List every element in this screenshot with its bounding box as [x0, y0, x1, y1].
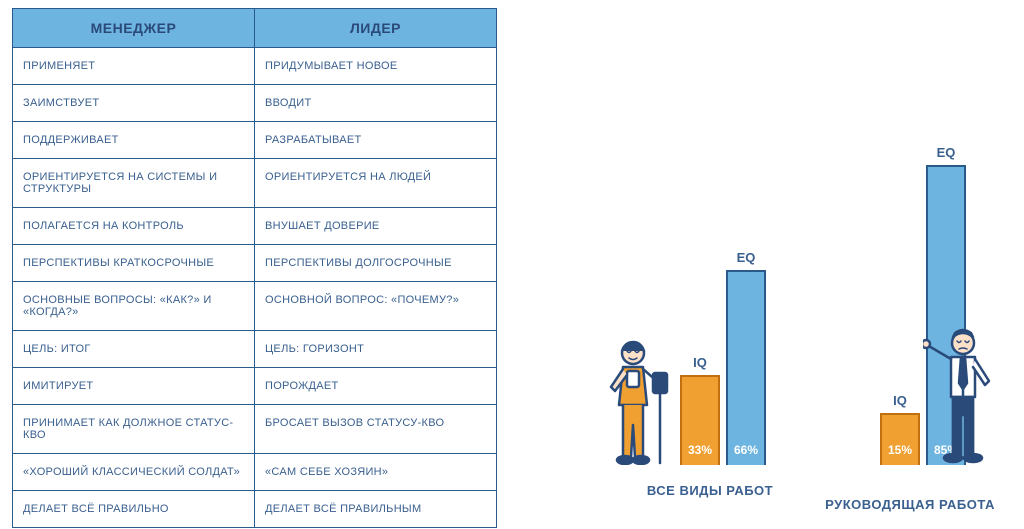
- table-row: ЗАИМСТВУЕТВВОДИТ: [13, 84, 496, 121]
- cell-leader: ПЕРСПЕКТИВЫ ДОЛГОСРОЧНЫЕ: [255, 245, 496, 281]
- bar-value-eq: 66%: [728, 443, 764, 457]
- cell-manager: ПОДДЕРЖИВАЕТ: [13, 122, 255, 158]
- cell-manager: «ХОРОШИЙ КЛАССИЧЕСКИЙ СОЛДАТ»: [13, 454, 255, 490]
- cell-leader: ВНУШАЕТ ДОВЕРИЕ: [255, 208, 496, 244]
- bar-iq-leadership: IQ 15%: [880, 413, 920, 465]
- bar-value-iq: 15%: [882, 443, 918, 457]
- caption-all-work: ВСЕ ВИДЫ РАБОТ: [625, 483, 795, 500]
- cell-leader: ЦЕЛЬ: ГОРИЗОНТ: [255, 331, 496, 367]
- table-header-leader: ЛИДЕР: [255, 9, 496, 47]
- iq-eq-chart: IQ 33% EQ 66% ВСЕ ВИДЫ РАБОТ IQ 15% EQ 8…: [585, 70, 1015, 520]
- cell-manager: ОРИЕНТИРУЕТСЯ НА СИСТЕМЫ И СТРУКТУРЫ: [13, 159, 255, 207]
- table-row: ОРИЕНТИРУЕТСЯ НА СИСТЕМЫ И СТРУКТУРЫОРИЕ…: [13, 158, 496, 207]
- table-row: ОСНОВНЫЕ ВОПРОСЫ: «КАК?» И «КОГДА?»ОСНОВ…: [13, 281, 496, 330]
- bar-label-eq: EQ: [728, 250, 764, 265]
- cell-manager: ПРИНИМАЕТ КАК ДОЛЖНОЕ СТАТУС-КВО: [13, 405, 255, 453]
- table-row: ПРИМЕНЯЕТПРИДУМЫВАЕТ НОВОЕ: [13, 47, 496, 84]
- table-row: ИМИТИРУЕТПОРОЖДАЕТ: [13, 367, 496, 404]
- cell-leader: «САМ СЕБЕ ХОЗЯИН»: [255, 454, 496, 490]
- bar-value-iq: 33%: [682, 443, 718, 457]
- table-row: «ХОРОШИЙ КЛАССИЧЕСКИЙ СОЛДАТ»«САМ СЕБЕ Х…: [13, 453, 496, 490]
- caption-leadership: РУКОВОДЯЩАЯ РАБОТА: [825, 497, 995, 514]
- table-row: ДЕЛАЕТ ВСЁ ПРАВИЛЬНОДЕЛАЕТ ВСЁ ПРАВИЛЬНЫ…: [13, 490, 496, 527]
- cell-leader: ОРИЕНТИРУЕТСЯ НА ЛЮДЕЙ: [255, 159, 496, 207]
- table-body: ПРИМЕНЯЕТПРИДУМЫВАЕТ НОВОЕЗАИМСТВУЕТВВОД…: [13, 47, 496, 527]
- table-row: ЦЕЛЬ: ИТОГЦЕЛЬ: ГОРИЗОНТ: [13, 330, 496, 367]
- table-row: ПЕРСПЕКТИВЫ КРАТКОСРОЧНЫЕПЕРСПЕКТИВЫ ДОЛ…: [13, 244, 496, 281]
- cell-leader: ПРИДУМЫВАЕТ НОВОЕ: [255, 48, 496, 84]
- table-row: ПРИНИМАЕТ КАК ДОЛЖНОЕ СТАТУС-КВОБРОСАЕТ …: [13, 404, 496, 453]
- cell-leader: РАЗРАБАТЫВАЕТ: [255, 122, 496, 158]
- cell-manager: ОСНОВНЫЕ ВОПРОСЫ: «КАК?» И «КОГДА?»: [13, 282, 255, 330]
- cell-manager: ЗАИМСТВУЕТ: [13, 85, 255, 121]
- cell-leader: БРОСАЕТ ВЫЗОВ СТАТУСУ-КВО: [255, 405, 496, 453]
- table-row: ПОДДЕРЖИВАЕТРАЗРАБАТЫВАЕТ: [13, 121, 496, 158]
- cell-leader: ПОРОЖДАЕТ: [255, 368, 496, 404]
- cell-manager: ЦЕЛЬ: ИТОГ: [13, 331, 255, 367]
- table-header-row: МЕНЕДЖЕР ЛИДЕР: [13, 9, 496, 47]
- businessman-figure-icon: [923, 325, 1003, 465]
- table-row: ПОЛАГАЕТСЯ НА КОНТРОЛЬВНУШАЕТ ДОВЕРИЕ: [13, 207, 496, 244]
- bar-label-iq: IQ: [682, 355, 718, 370]
- cell-manager: ПОЛАГАЕТСЯ НА КОНТРОЛЬ: [13, 208, 255, 244]
- cell-leader: ВВОДИТ: [255, 85, 496, 121]
- bar-eq-allwork: EQ 66%: [726, 270, 766, 465]
- bar-iq-allwork: IQ 33%: [680, 375, 720, 465]
- cell-manager: ПРИМЕНЯЕТ: [13, 48, 255, 84]
- bar-label-eq: EQ: [928, 145, 964, 160]
- comparison-table: МЕНЕДЖЕР ЛИДЕР ПРИМЕНЯЕТПРИДУМЫВАЕТ НОВО…: [12, 8, 497, 528]
- cell-manager: ПЕРСПЕКТИВЫ КРАТКОСРОЧНЫЕ: [13, 245, 255, 281]
- worker-figure-icon: [605, 335, 675, 465]
- cell-leader: ДЕЛАЕТ ВСЁ ПРАВИЛЬНЫМ: [255, 491, 496, 527]
- table-header-manager: МЕНЕДЖЕР: [13, 9, 255, 47]
- cell-manager: ДЕЛАЕТ ВСЁ ПРАВИЛЬНО: [13, 491, 255, 527]
- bar-label-iq: IQ: [882, 393, 918, 408]
- cell-leader: ОСНОВНОЙ ВОПРОС: «ПОЧЕМУ?»: [255, 282, 496, 330]
- cell-manager: ИМИТИРУЕТ: [13, 368, 255, 404]
